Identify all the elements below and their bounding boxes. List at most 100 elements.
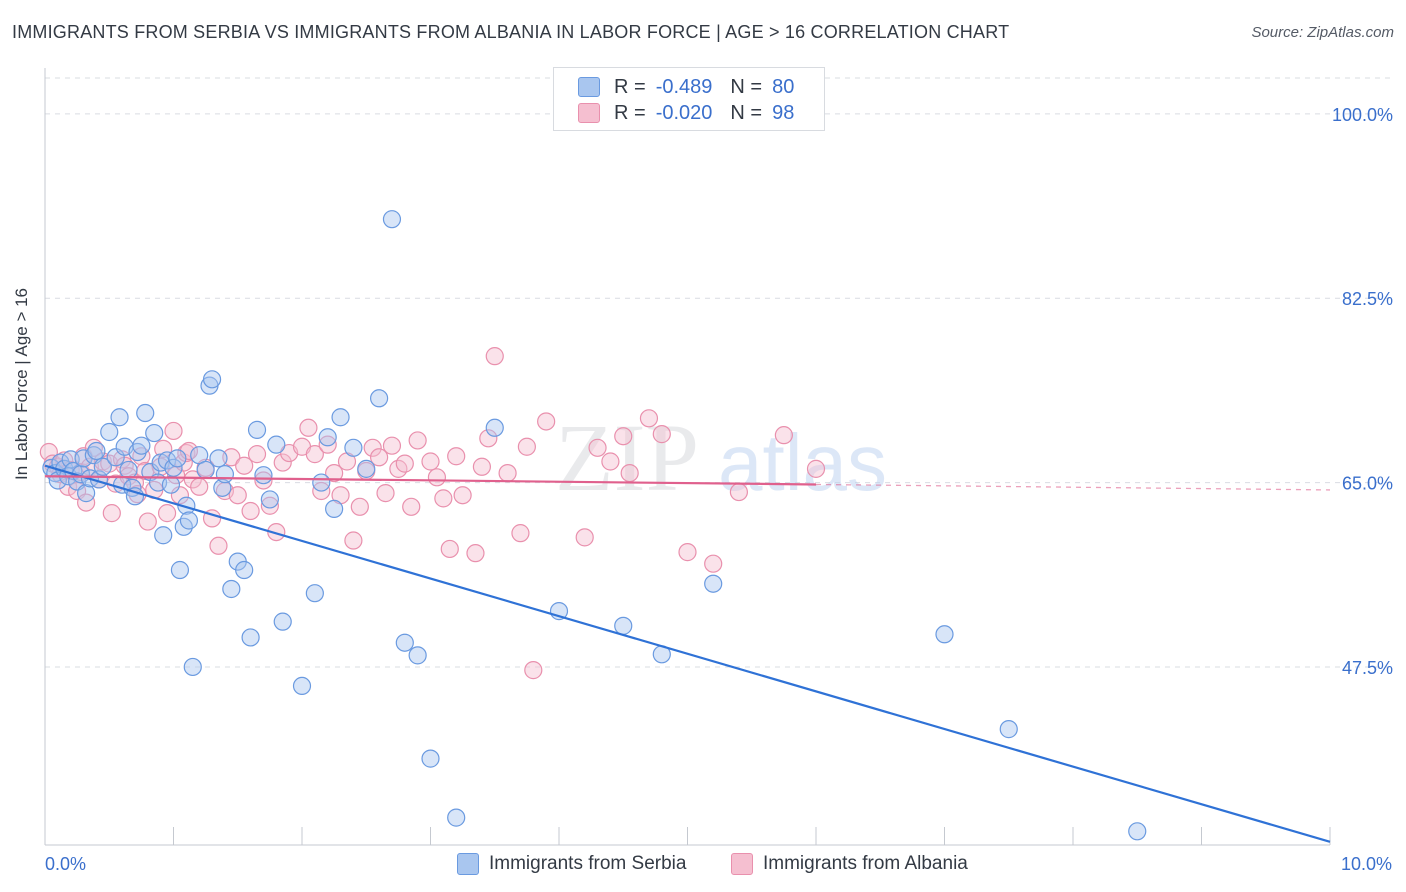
serbia-point [100, 422, 119, 442]
serbia-n-value: 80 [772, 75, 795, 98]
x-tick-label: 10.0% [1341, 854, 1392, 874]
albania-point [447, 447, 466, 466]
serbia-point [213, 478, 232, 497]
serbia-point [110, 408, 129, 427]
legend-item-albania[interactable]: Immigrants from Albania [731, 852, 968, 876]
albania-point [39, 442, 58, 462]
serbia-point [312, 473, 331, 492]
albania-point [305, 445, 324, 464]
serbia-points [42, 210, 1147, 841]
watermark: ZIP atlas [555, 404, 887, 511]
albania-point [190, 477, 209, 496]
y-tick-label: 65.0% [1342, 474, 1393, 494]
serbia-point [305, 584, 324, 603]
albania-point [421, 452, 440, 471]
albania-point [228, 486, 247, 505]
serbia-point [77, 484, 96, 503]
albania-point [370, 448, 389, 467]
serbia-point [125, 487, 145, 506]
serbia-point [370, 389, 389, 408]
albania-point [376, 484, 395, 503]
tick-labels: 47.5% 65.0% 82.5% 100.0% 0.0% 10.0% [45, 105, 1393, 874]
stats-legend: R = -0.489 N = 80 R = -0.020 N = 98 [553, 67, 825, 131]
y-tick-label: 82.5% [1342, 289, 1393, 309]
albania-point [325, 463, 344, 483]
albania-point [517, 437, 536, 456]
serbia-point [382, 210, 402, 229]
legend-albania-label: Immigrants from Albania [763, 853, 968, 874]
chart-title: IMMIGRANTS FROM SERBIA VS IMMIGRANTS FRO… [12, 22, 1010, 42]
albania-point [183, 470, 202, 489]
albania-point [273, 453, 292, 472]
serbia-point [61, 450, 80, 469]
albania-point [408, 431, 427, 450]
serbia-point [209, 449, 228, 468]
serbia-point [177, 496, 196, 515]
serbia-point [704, 574, 723, 593]
y-tick-label: 47.5% [1342, 658, 1393, 678]
albania-point [402, 497, 421, 516]
stats-row-albania: R = -0.020 N = 98 [578, 101, 794, 125]
legend-serbia-swatch [457, 853, 479, 875]
albania-point [164, 421, 183, 441]
serbia-point [331, 408, 350, 427]
albania-point [806, 459, 826, 478]
serbia-point [485, 418, 504, 437]
albania-point [678, 543, 697, 562]
serbia-swatch [578, 77, 600, 97]
albania-r-value: -0.020 [655, 101, 713, 124]
albania-point [498, 463, 517, 483]
albania-points [39, 347, 826, 680]
albania-point [395, 454, 414, 473]
albania-point [235, 456, 254, 475]
serbia-point [267, 435, 286, 454]
albania-point [511, 524, 530, 543]
serbia-point [614, 616, 633, 635]
serbia-point [247, 420, 267, 439]
y-tick-label: 100.0% [1332, 105, 1393, 125]
albania-point [363, 438, 382, 457]
albania-point [170, 486, 190, 505]
albania-point [704, 554, 723, 573]
albania-point [350, 497, 369, 516]
axes-layer [44, 68, 1331, 846]
serbia-point [344, 438, 363, 457]
albania-point [222, 448, 241, 467]
albania-point [434, 489, 453, 508]
serbia-point [154, 526, 173, 545]
albania-point [299, 418, 318, 437]
serbia-point [222, 579, 241, 599]
serbia-point [179, 511, 199, 530]
serbia-r-value: -0.489 [655, 75, 713, 98]
albania-point [614, 427, 633, 446]
serbia-point [164, 458, 183, 477]
serbia-point [447, 808, 466, 827]
serbia-point [145, 423, 164, 443]
albania-point [157, 504, 177, 523]
serbia-point [215, 465, 234, 484]
serbia-point [119, 460, 138, 480]
albania-point [138, 512, 157, 531]
albania-point [318, 435, 337, 454]
albania-point [774, 426, 793, 445]
albania-point [440, 539, 459, 559]
serbia-point [87, 441, 106, 461]
watermark-zip: ZIP [555, 404, 699, 511]
albania-point [537, 412, 556, 431]
legend-serbia-label: Immigrants from Serbia [489, 853, 687, 874]
stats-row-serbia: R = -0.489 N = 80 [578, 75, 794, 99]
serbia-point [935, 625, 954, 644]
albania-point [588, 438, 607, 457]
albania-point [247, 445, 267, 464]
serbia-point [168, 449, 187, 468]
albania-n-value: 98 [772, 101, 795, 124]
serbia-point [292, 676, 312, 696]
trend-layer [44, 464, 1331, 843]
legend-item-serbia[interactable]: Immigrants from Serbia [457, 852, 686, 876]
serbia-point [170, 560, 190, 580]
albania-point [472, 457, 491, 476]
albania-point [575, 528, 594, 547]
albania-point [102, 504, 121, 523]
albania-swatch [578, 103, 600, 123]
